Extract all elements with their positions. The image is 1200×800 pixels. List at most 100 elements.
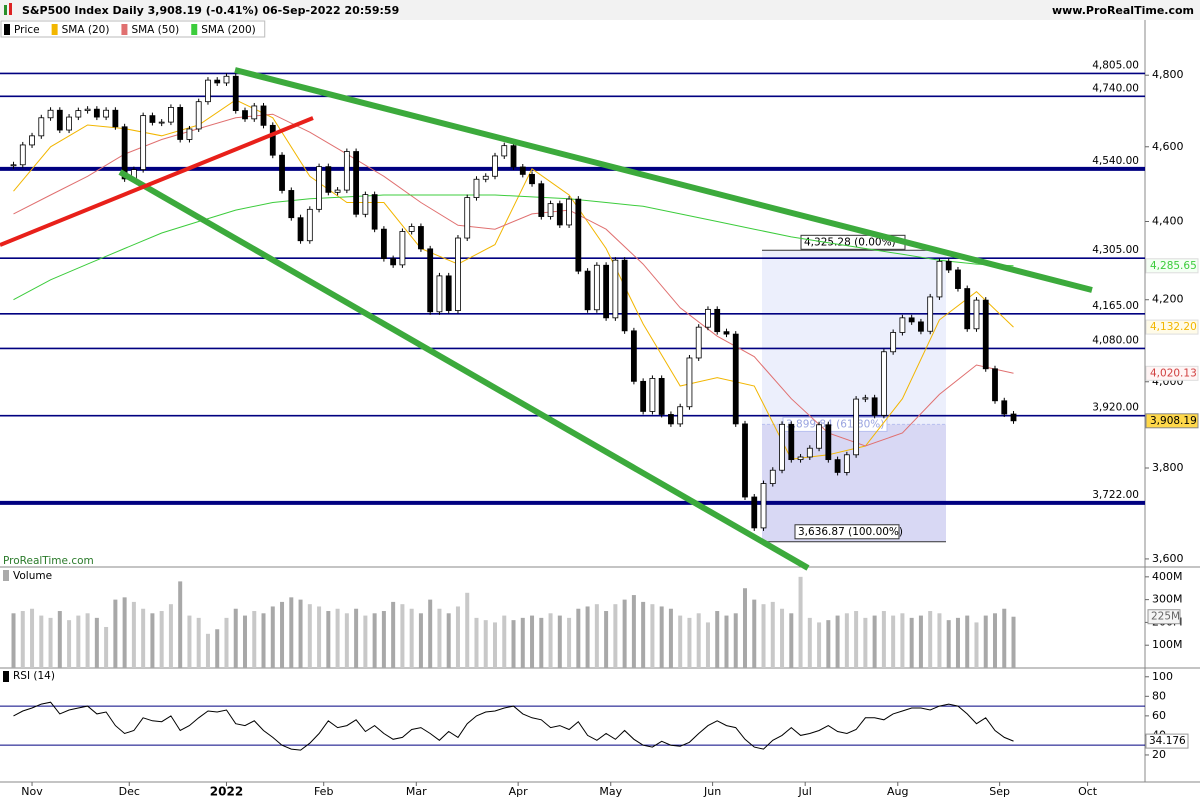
volume-bar [261,613,266,668]
candle-body [649,378,656,412]
candle-body [149,115,156,123]
volume-bar [705,622,710,668]
legend-swatch [51,24,58,35]
legend-swatch [191,24,198,35]
candle-body [529,174,535,185]
candle-body [84,108,91,112]
candle-body [121,126,128,180]
volume-bar [826,620,831,668]
candle-body [705,308,711,328]
legend-swatch [121,24,128,35]
candle-body [140,115,147,170]
x-tick-label: 2022 [210,785,243,799]
candle-body [177,106,184,140]
volume-bar [530,615,535,668]
candle-body [464,197,471,239]
volume-bar [1002,608,1007,668]
last-value-label: 4,020.13 [1150,367,1197,379]
candle-body [482,175,489,180]
fib-zone [762,250,946,425]
candle-body [853,398,860,456]
candle-body [593,264,600,311]
candle-body [1001,400,1008,415]
volume-bar [39,615,44,668]
candle-body [103,109,110,118]
volume-bar [131,601,136,668]
trend-line [234,67,1093,293]
x-tick-label: May [599,785,622,798]
candle-body [714,308,721,333]
candle-body [927,296,934,332]
volume-bar [215,629,220,668]
sma-line [13,194,1014,301]
candle-body [390,258,397,266]
candle-body [899,317,906,333]
candle-body [353,151,360,215]
volume-bar [372,613,377,668]
volume-bar [400,604,405,668]
candle-body [918,321,924,332]
legend-swatch [3,570,9,581]
candle-body [797,456,804,461]
legend-label: SMA (200) [201,24,255,36]
legend: Price SMA (20) SMA (50) SMA (200) [0,20,266,38]
volume-bar [557,615,562,668]
volume-bar [937,613,942,668]
volume-bar [650,604,655,668]
last-value-label: 4,285.65 [1150,260,1197,272]
volume-bar [428,599,433,668]
x-tick-label: Sep [989,785,1010,798]
volume-bar [391,601,396,668]
trend-line [118,169,810,571]
volume-bar [67,620,72,668]
candle-body [760,483,767,529]
volume-bar [539,617,544,668]
fib-label: 4,325.28 (0.00%) [804,236,896,248]
candle-body [732,333,739,425]
y-tick-label: 4,400 [1152,215,1184,228]
y-tick-label: 3,800 [1152,461,1184,474]
x-tick-label: Jul [798,785,812,798]
volume-bar [418,613,423,668]
volume-bar [437,608,442,668]
candle-body [418,226,424,250]
candle-body [38,117,45,137]
volume-bar [928,611,933,668]
volume-bar [159,611,164,668]
volume-bar [446,613,451,668]
candle-body [973,299,980,330]
logo [4,5,7,15]
candle-body [242,110,248,120]
candle-body [195,101,202,130]
level-label: 4,540.00 [1092,155,1139,167]
candle-body [325,166,332,193]
candle-body [223,75,230,84]
volume-bar [780,608,785,668]
volume-bar [474,617,479,668]
y-tick-label: 4,600 [1152,140,1184,153]
candle-body [816,424,822,449]
candle-body [806,447,813,458]
last-value-box [1145,733,1189,749]
volume-bar [307,604,312,668]
watermark: ProRealTime.com [3,555,94,567]
volume-bar [863,617,868,668]
candle-body [880,351,887,416]
panel-title: RSI (14) [13,670,55,682]
volume-bar [317,606,322,668]
volume-bar [76,615,81,668]
candle-body [677,406,684,425]
x-tick-label: Aug [887,785,908,798]
volume-bar [483,620,488,668]
volume-bar [150,613,155,668]
candle-body [214,79,221,84]
candle-body [936,260,943,298]
candle-body [695,326,702,359]
legend-label: SMA (20) [62,24,110,36]
candle-body [288,190,295,219]
rsi-line [13,701,1014,751]
x-tick-label: Jun [703,785,721,798]
candle-body [640,380,647,412]
candle-body [316,166,322,210]
